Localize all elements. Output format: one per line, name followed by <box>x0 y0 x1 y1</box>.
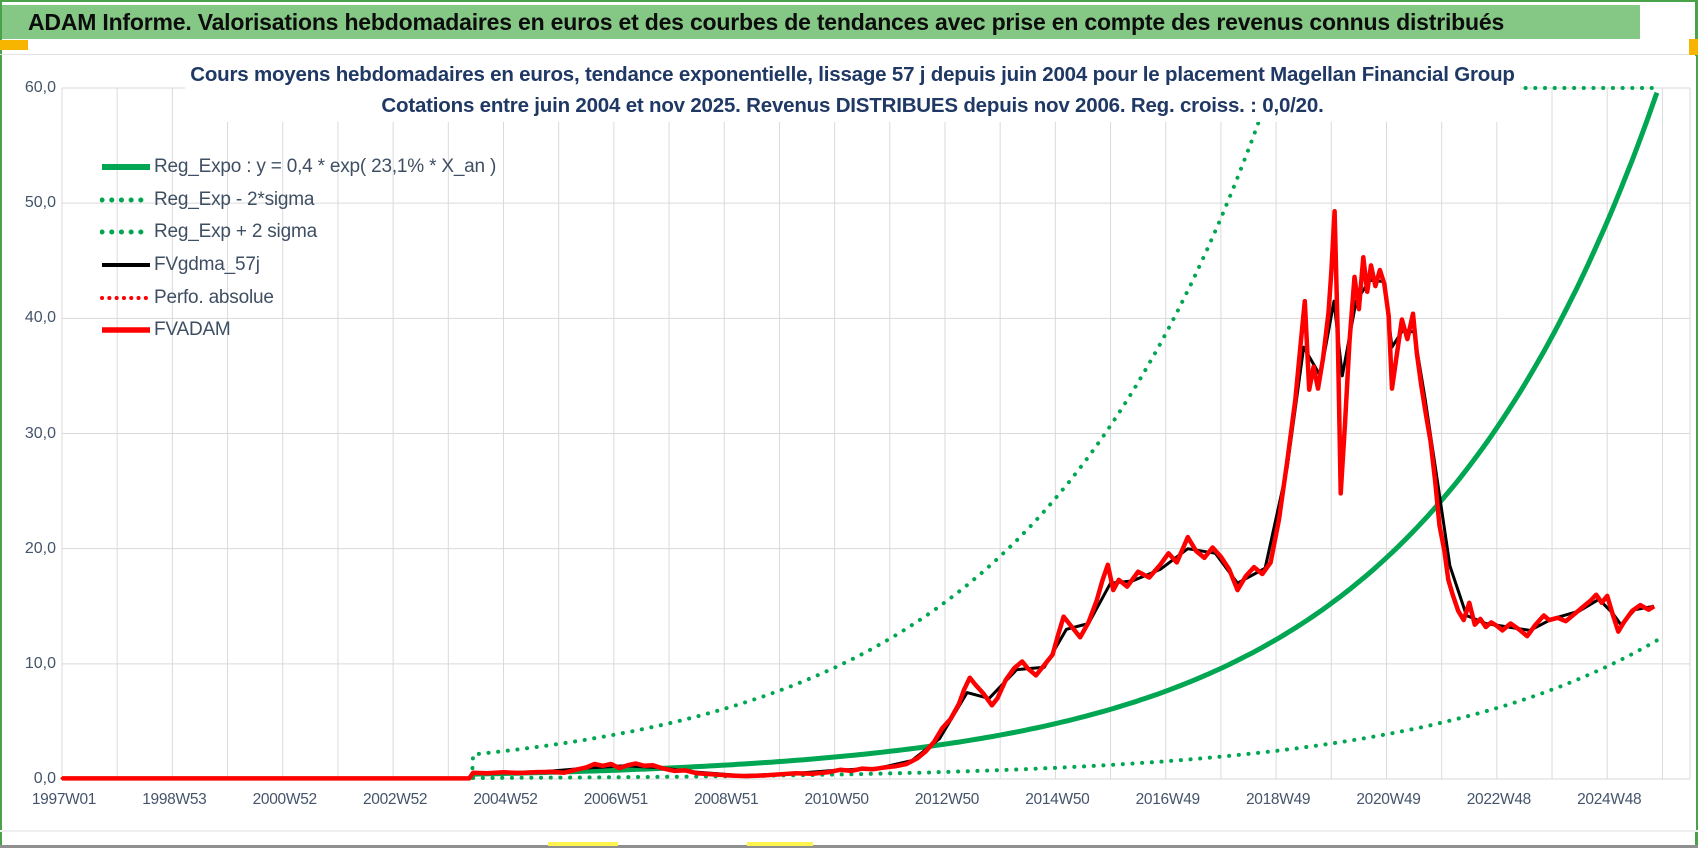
legend-label: Reg_Expo : y = 0,4 * exp( 23,1% * X_an ) <box>154 156 497 178</box>
chart-title: Cours moyens hebdomadaires en euros, ten… <box>185 60 1520 122</box>
x-axis-tick-label: 2000W52 <box>252 791 318 808</box>
y-axis-tick-label: 0,0 <box>33 770 56 787</box>
legend-item-reg-exp-2-sigma: Reg_Exp - 2*sigma <box>100 184 496 217</box>
y-axis-tick-label: 30,0 <box>24 424 56 442</box>
divider-line <box>0 54 1698 55</box>
x-axis-tick-label: 2014W50 <box>1025 791 1090 808</box>
yellow-accent-left <box>0 40 28 50</box>
x-axis-tick-label: 2006W51 <box>583 791 649 808</box>
x-axis-tick-label: 2022W48 <box>1466 791 1532 808</box>
divider-line-bottom <box>0 830 1698 832</box>
chart-title-line1: Cours moyens hebdomadaires en euros, ten… <box>190 63 1515 86</box>
legend-label: Reg_Exp + 2 sigma <box>154 221 317 243</box>
legend-label: Perfo. absolue <box>154 286 274 308</box>
y-axis-tick-label: 60,0 <box>24 79 56 96</box>
legend-item-reg-expo-y-0-4-exp-23-1-x-an: Reg_Expo : y = 0,4 * exp( 23,1% * X_an ) <box>100 151 496 184</box>
legend-item-fvadam: FVADAM <box>100 314 496 347</box>
window-title: ADAM Informe. Valorisations hebdomadaire… <box>28 8 1505 35</box>
frame-border-top <box>0 0 1698 2</box>
x-axis-tick-label: 2004W52 <box>473 791 538 808</box>
y-axis-tick-label: 10,0 <box>24 654 56 672</box>
yellow-accent-bottom-2 <box>747 842 813 846</box>
yellow-accent-bottom-1 <box>548 842 618 846</box>
x-axis-tick-label: 2016W49 <box>1135 791 1201 808</box>
x-axis-tick-label: 2012W50 <box>914 791 980 808</box>
legend-item-fvgdma-57j: FVgdma_57j <box>100 249 496 282</box>
x-axis-tick-label: 1997W01 <box>31 791 97 808</box>
legend-swatch-fvgdma-57j <box>102 263 150 268</box>
legend-swatch-reg-expo-y-0-4-exp-23-1-x-an <box>102 164 150 171</box>
legend-swatch-perfo-absolue <box>100 295 152 300</box>
legend-label: FVADAM <box>154 319 231 341</box>
x-axis-tick-label: 1998W53 <box>142 791 207 808</box>
frame-border-left <box>0 0 2 848</box>
x-axis-tick-label: 2002W52 <box>362 791 428 808</box>
frame-border-bottom <box>0 845 1698 848</box>
legend-label: FVgdma_57j <box>154 254 260 276</box>
legend-label: Reg_Exp - 2*sigma <box>154 188 315 210</box>
legend-item-perfo-absolue: Perfo. absolue <box>100 281 496 314</box>
frame-border-right <box>1695 0 1698 848</box>
chart-title-line2: Cotations entre juin 2004 et nov 2025. R… <box>381 93 1324 117</box>
legend-swatch-fvadam <box>102 327 150 334</box>
chart-legend: Reg_Expo : y = 0,4 * exp( 23,1% * X_an )… <box>100 151 496 347</box>
chart-canvas[interactable]: Cours moyens hebdomadaires en euros, ten… <box>2 56 1696 830</box>
series-line-reg-exp-2-sigma <box>471 638 1659 780</box>
chart-plot-svg <box>60 86 1691 781</box>
yellow-accent-right <box>1689 39 1698 55</box>
series-line-reg-exp-2-sigma <box>470 86 1659 780</box>
legend-swatch-reg-exp-2-sigma <box>100 229 152 235</box>
x-axis-tick-label: 2018W49 <box>1245 791 1311 808</box>
series-line-fvadam <box>62 208 1656 781</box>
x-axis-tick-label: 2010W50 <box>804 791 869 808</box>
y-axis-tick-label: 50,0 <box>24 194 56 212</box>
legend-swatch-reg-exp-2-sigma <box>100 197 152 203</box>
series-line-fvgdma-57j <box>473 278 1655 777</box>
x-axis-tick-label: 2020W49 <box>1356 791 1421 808</box>
x-axis-tick-label: 2008W51 <box>694 791 759 808</box>
y-axis-tick-label: 20,0 <box>24 539 56 557</box>
legend-item-reg-exp-2-sigma: Reg_Exp + 2 sigma <box>100 216 496 249</box>
y-axis-tick-label: 40,0 <box>24 309 56 327</box>
window-title-bar: ADAM Informe. Valorisations hebdomadaire… <box>2 5 1640 39</box>
x-axis-tick-label: 2024W48 <box>1577 791 1642 808</box>
